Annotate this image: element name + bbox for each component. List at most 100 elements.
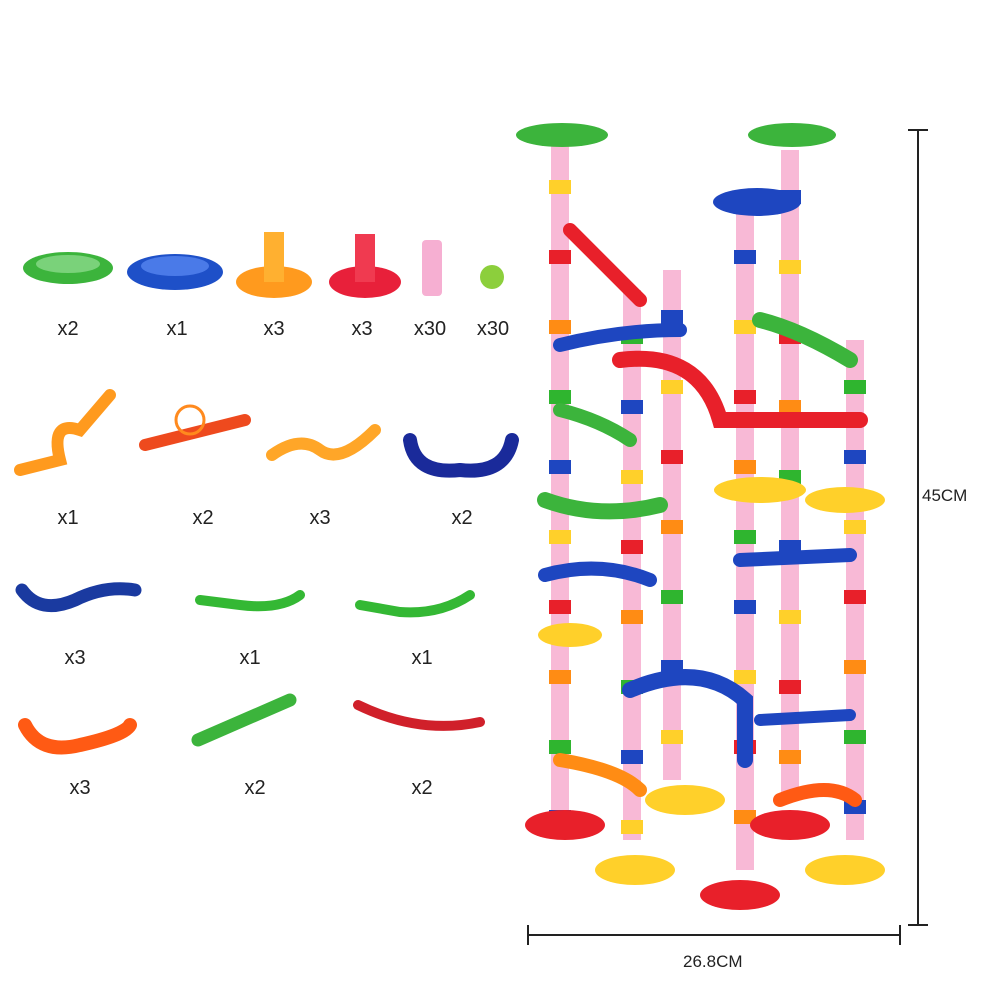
tower-track [622,669,753,768]
count-label: x2 [192,507,214,529]
tube-connector [734,600,756,614]
tube-connector [779,750,801,764]
tube-connector [549,320,571,334]
tube-connector [549,250,571,264]
count-label: x1 [57,507,79,529]
blue-wave-track [15,582,142,613]
tube-connector [779,680,801,694]
tower-base [700,880,780,910]
tube-connector [661,730,683,744]
tube-connector [734,530,756,544]
tube-connector [779,400,801,414]
base-post [264,232,284,282]
count-label: x2 [244,777,266,799]
width-dimension-label: 26.8CM [683,952,743,971]
tube-connector [621,400,643,414]
base-post [355,234,375,282]
count-label: x3 [69,777,91,799]
tube-connector [621,610,643,624]
orange-u-track [18,718,137,755]
tower-track [538,561,657,587]
orange-loop-track [14,389,116,476]
tube-connector [734,670,756,684]
tower-track [773,783,862,807]
tower-cup [714,477,806,503]
tower-base [750,810,830,840]
tube-connector [549,600,571,614]
tube-connector [661,520,683,534]
tower-track [754,709,856,726]
orange-wave-track [266,424,381,461]
tube [551,140,569,820]
tube-connector [621,820,643,834]
tube-connector [549,530,571,544]
count-label: x1 [411,647,433,669]
tube-connector [844,450,866,464]
count-label: x2 [411,777,433,799]
funnel-inner [36,255,100,273]
tower-track [563,223,647,307]
red-slide-track [353,700,485,731]
count-label: x2 [451,507,473,529]
tube-connector [621,470,643,484]
funnel-inner [141,256,209,276]
count-label: x3 [309,507,331,529]
tube-connector [621,540,643,554]
top-funnel [516,123,608,147]
height-dimension-label: 45CM [922,486,968,505]
tower-base [645,785,725,815]
tower-base [595,855,675,885]
tube-connector [734,390,756,404]
marble [480,265,504,289]
tube-connector [549,390,571,404]
tower-track [733,548,857,567]
green-spiral-track-left [195,590,305,612]
blue-curve-track [403,433,519,478]
count-label: x1 [166,318,188,340]
green-spiral-track-right [355,590,475,618]
green-bumpy-track [191,693,297,747]
count-label: x30 [476,318,510,340]
tube-connector [661,590,683,604]
tube-connector [661,450,683,464]
count-label: x3 [263,318,285,340]
tube-connector [844,660,866,674]
top-funnel [713,188,801,216]
tower-track [612,350,868,428]
tower-base [525,810,605,840]
tube-connector [661,310,683,324]
count-label: x3 [64,647,86,669]
tower-track [537,492,668,520]
tower-track [553,753,647,797]
tower-track [752,312,858,368]
tower-cup [805,487,885,513]
tube-connector [779,260,801,274]
count-label: x30 [413,318,447,340]
tower-base [805,855,885,885]
tube-connector [734,320,756,334]
tube-connector [844,730,866,744]
tube-connector [844,520,866,534]
tube-connector [734,810,756,824]
wheel [174,404,206,436]
tube-connector [844,380,866,394]
tower-track [553,323,687,352]
count-label: x1 [239,647,261,669]
tube-connector [779,610,801,624]
tower-cup [538,623,602,647]
tube-connector [734,460,756,474]
tube-connector [549,180,571,194]
tower-track [553,403,637,447]
tube-connector [549,740,571,754]
count-label: x3 [351,318,373,340]
tube-connector [661,380,683,394]
tube-connector [549,460,571,474]
count-label: x2 [57,318,79,340]
tube-connector [844,590,866,604]
tube-connector [549,670,571,684]
tube [623,290,641,840]
clear-tube [422,240,442,296]
tube-connector [621,750,643,764]
